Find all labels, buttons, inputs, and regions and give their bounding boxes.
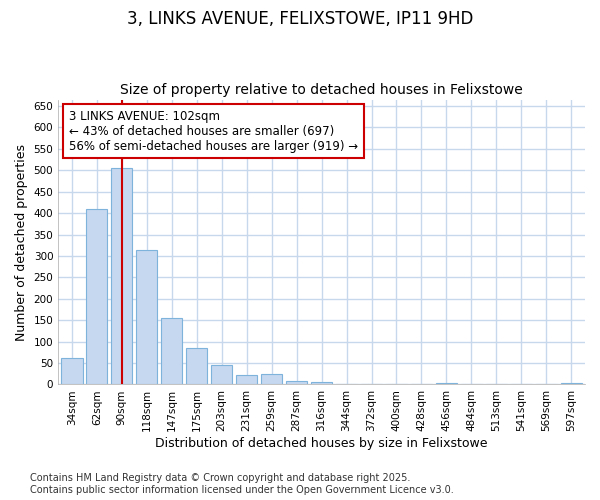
Bar (211, 365, 232, 384)
Y-axis label: Number of detached properties: Number of detached properties (15, 144, 28, 340)
Bar (61, 358, 83, 384)
Bar (161, 318, 182, 384)
Bar (186, 348, 208, 384)
Title: Size of property relative to detached houses in Felixstowe: Size of property relative to detached ho… (120, 83, 523, 97)
Bar (286, 380, 307, 384)
Bar (560, 383, 582, 384)
X-axis label: Distribution of detached houses by size in Felixstowe: Distribution of detached houses by size … (155, 437, 488, 450)
Bar (261, 374, 282, 384)
Text: 3, LINKS AVENUE, FELIXSTOWE, IP11 9HD: 3, LINKS AVENUE, FELIXSTOWE, IP11 9HD (127, 10, 473, 28)
Bar (436, 382, 457, 384)
Bar (136, 250, 157, 384)
Text: 3 LINKS AVENUE: 102sqm
← 43% of detached houses are smaller (697)
56% of semi-de: 3 LINKS AVENUE: 102sqm ← 43% of detached… (69, 110, 358, 152)
Bar (86, 209, 107, 384)
Text: Contains HM Land Registry data © Crown copyright and database right 2025.
Contai: Contains HM Land Registry data © Crown c… (30, 474, 454, 495)
Bar (311, 382, 332, 384)
Bar (111, 168, 133, 384)
Bar (236, 374, 257, 384)
